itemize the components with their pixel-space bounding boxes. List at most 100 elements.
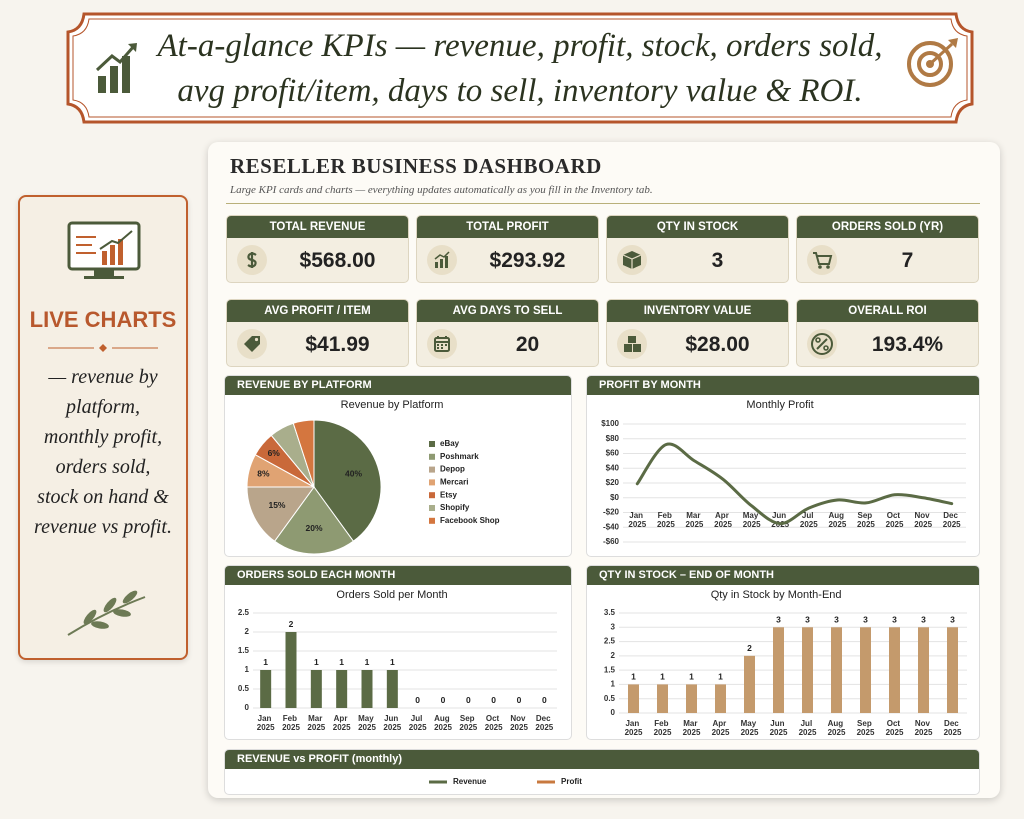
kpi-card: QTY IN STOCK 3 bbox=[606, 215, 789, 283]
y-tick-label: 0 bbox=[611, 708, 616, 717]
y-tick-label: 2.5 bbox=[604, 637, 616, 646]
kpi-value: 3 bbox=[711, 249, 724, 272]
x-tick-label: Sep 2025 bbox=[857, 511, 875, 529]
x-tick-label: Jan 2025 bbox=[257, 714, 275, 732]
x-tick-label: Oct 2025 bbox=[886, 511, 904, 529]
kpi-value: $41.99 bbox=[305, 333, 370, 356]
dashboard-subtitle: Large KPI cards and charts — everything … bbox=[230, 184, 653, 196]
data-label: 1 bbox=[339, 657, 344, 667]
data-label: 1 bbox=[689, 671, 694, 681]
x-tick-label: Mar 2025 bbox=[686, 511, 704, 529]
chart: Orders Sold per Month 0 0.5 1 1.5 2 2.5 1 Jan 20… bbox=[238, 589, 557, 732]
x-tick-label: Apr 2025 bbox=[333, 714, 351, 732]
y-tick-label: -$20 bbox=[603, 508, 620, 517]
kpi-icon bbox=[807, 245, 837, 275]
data-label: 3 bbox=[805, 614, 810, 624]
bar bbox=[918, 627, 929, 713]
x-tick-label: Mar 2025 bbox=[683, 719, 701, 737]
x-tick-label: Jan 2025 bbox=[628, 511, 646, 529]
legend-label: Shopify bbox=[440, 503, 470, 512]
bar bbox=[744, 655, 755, 713]
dashboard-title: RESELLER BUSINESS DASHBOARD bbox=[230, 154, 602, 178]
x-tick-label: Jul 2025 bbox=[800, 511, 818, 529]
y-tick-label: 2 bbox=[611, 651, 616, 660]
chart: Revenue by Platform 40% 20% 15% 8% 6% eBay Posh… bbox=[246, 399, 500, 555]
x-tick-label: Oct 2025 bbox=[485, 714, 503, 732]
x-tick-label: Apr 2025 bbox=[714, 511, 732, 529]
bar bbox=[715, 684, 726, 713]
data-label: 6% bbox=[268, 448, 281, 458]
bar bbox=[686, 684, 697, 713]
x-tick-label: Jun 2025 bbox=[383, 714, 401, 732]
bar bbox=[657, 684, 668, 713]
x-tick-label: Sep 2025 bbox=[857, 719, 875, 737]
legend-swatch bbox=[429, 453, 435, 460]
kpi-label: AVG DAYS TO SELL bbox=[417, 300, 598, 322]
x-tick-label: Mar 2025 bbox=[307, 714, 325, 732]
data-label: 0 bbox=[415, 695, 420, 705]
bar bbox=[628, 684, 639, 713]
legend-label: Etsy bbox=[440, 490, 457, 499]
kpi-label: QTY IN STOCK bbox=[607, 216, 788, 238]
x-tick-label: Feb 2025 bbox=[654, 719, 672, 737]
kpi-card: OVERALL ROI 193.4% bbox=[796, 299, 979, 367]
x-tick-label: Nov 2025 bbox=[915, 719, 933, 737]
data-label: 3 bbox=[921, 614, 926, 624]
pie-slice bbox=[313, 419, 382, 542]
data-label: 1 bbox=[365, 657, 370, 667]
data-label: 3 bbox=[834, 614, 839, 624]
x-tick-label: Sep 2025 bbox=[459, 714, 477, 732]
divider bbox=[226, 203, 980, 204]
kpi-card: AVG PROFIT / ITEM $41.99 bbox=[226, 299, 409, 367]
legend-label: Mercari bbox=[440, 478, 468, 487]
data-label: 0 bbox=[441, 695, 446, 705]
legend-swatch bbox=[429, 517, 435, 524]
data-label: 1 bbox=[631, 671, 636, 681]
y-tick-label: 2.5 bbox=[238, 608, 250, 617]
y-tick-label: $100 bbox=[601, 419, 619, 428]
kpi-label: AVG PROFIT / ITEM bbox=[227, 300, 408, 322]
data-label: 2 bbox=[747, 643, 752, 653]
data-label: 40% bbox=[345, 468, 362, 478]
bar bbox=[947, 627, 958, 713]
data-label: 1 bbox=[263, 657, 268, 667]
x-tick-label: Aug 2025 bbox=[828, 511, 846, 529]
x-tick-label: Jun 2025 bbox=[770, 719, 788, 737]
kpi-value: $293.92 bbox=[489, 249, 566, 272]
panel-header: QTY IN STOCK – END OF MONTH bbox=[587, 566, 979, 585]
x-tick-label: Jul 2025 bbox=[799, 719, 817, 737]
chart: Revenue Profit bbox=[429, 777, 582, 786]
x-tick-label: Jul 2025 bbox=[409, 714, 427, 732]
x-tick-label: Apr 2025 bbox=[712, 719, 730, 737]
chart-title: Monthly Profit bbox=[746, 399, 813, 411]
y-tick-label: 1 bbox=[245, 665, 250, 674]
y-tick-label: 0.5 bbox=[604, 694, 616, 703]
y-tick-label: 1.5 bbox=[238, 646, 250, 655]
kpi-icon bbox=[807, 329, 837, 359]
x-tick-label: May 2025 bbox=[741, 719, 759, 737]
data-label: 1 bbox=[390, 657, 395, 667]
data-label: 8% bbox=[257, 468, 270, 478]
data-label: 15% bbox=[268, 500, 285, 510]
data-label: 2 bbox=[289, 619, 294, 629]
y-tick-label: 1.5 bbox=[604, 665, 616, 674]
kpi-label: OVERALL ROI bbox=[797, 300, 978, 322]
x-tick-label: Nov 2025 bbox=[510, 714, 528, 732]
kpi-value: 193.4% bbox=[871, 333, 944, 356]
kpi-value: $568.00 bbox=[299, 249, 376, 272]
kpi-card: ORDERS SOLD (YR) 7 bbox=[796, 215, 979, 283]
pie-slice bbox=[292, 419, 315, 488]
bar bbox=[361, 670, 373, 708]
y-tick-label: 0 bbox=[245, 703, 250, 712]
kpi-icon bbox=[617, 245, 647, 275]
y-tick-label: 1 bbox=[611, 680, 616, 689]
bar bbox=[889, 627, 900, 713]
data-label: 0 bbox=[491, 695, 496, 705]
kpi-icon bbox=[237, 245, 267, 275]
panel-header: ORDERS SOLD EACH MONTH bbox=[225, 566, 571, 585]
y-tick-label: $80 bbox=[606, 434, 620, 443]
bar bbox=[831, 627, 842, 713]
kpi-card: TOTAL PROFIT $293.92 bbox=[416, 215, 599, 283]
pie-slice bbox=[246, 486, 315, 542]
chart-title: Qty in Stock by Month-End bbox=[711, 589, 842, 601]
